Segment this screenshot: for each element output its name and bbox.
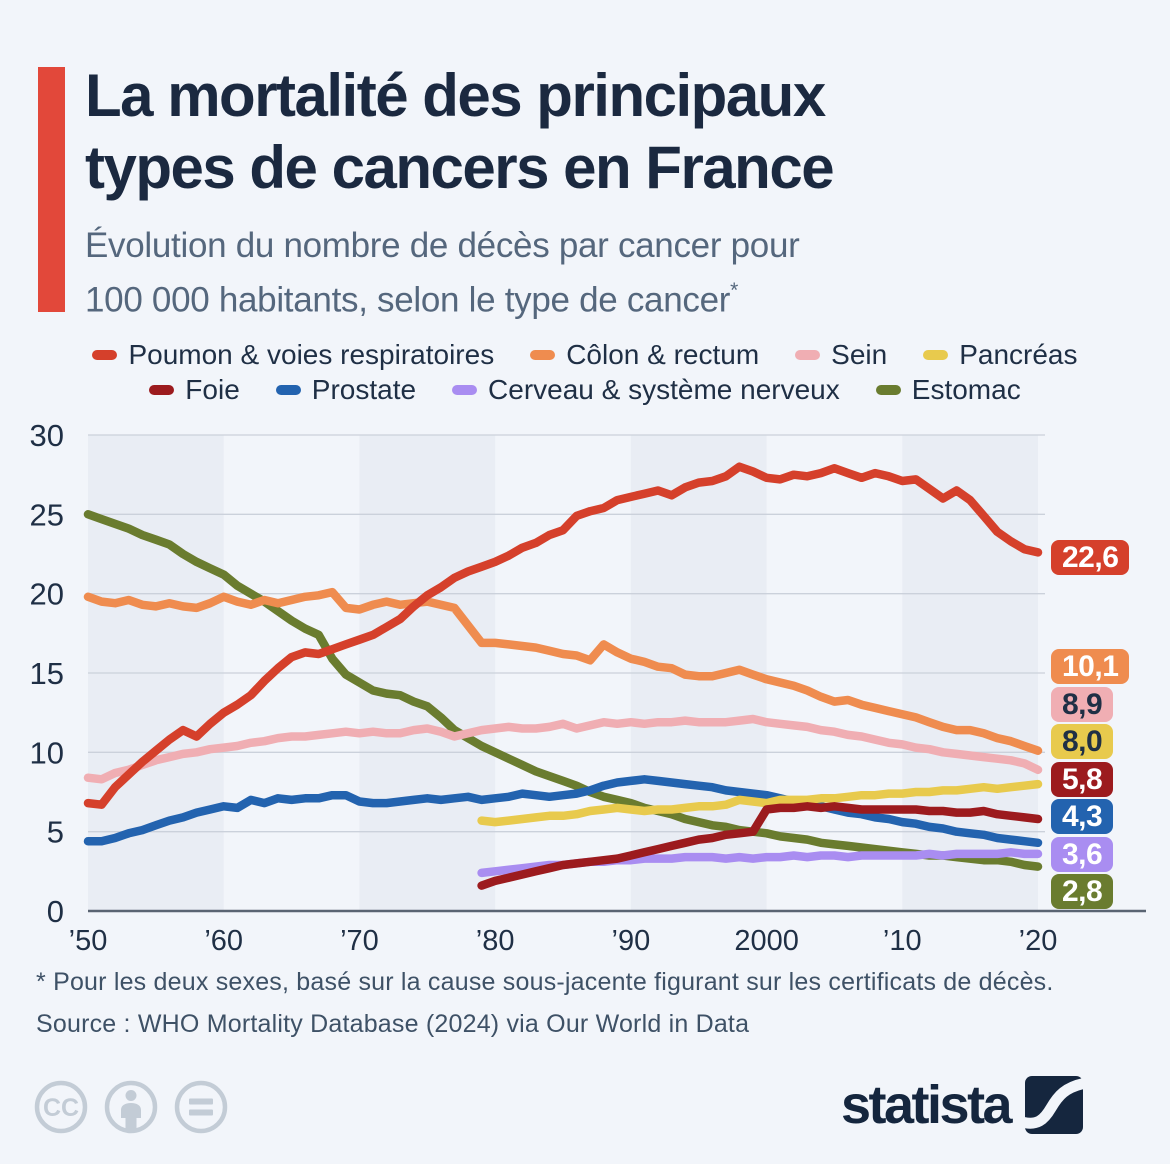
legend-item: Foie	[149, 373, 240, 406]
legend-label: Estomac	[911, 373, 1021, 405]
y-tick-label: 20	[30, 577, 64, 612]
legend-item: Poumon & voies respiratoires	[92, 339, 494, 371]
statista-brand[interactable]: statista	[841, 1075, 1084, 1135]
x-tick-label: 2000	[734, 925, 799, 957]
x-tick-label: ’70	[340, 925, 379, 957]
chart-subtitle: Évolution du nombre de décès par cancer …	[85, 222, 800, 324]
x-tick-label: ’90	[612, 925, 651, 957]
series-line	[83, 775, 1043, 848]
statista-logo-icon	[1025, 1076, 1084, 1134]
series-line	[83, 462, 1043, 809]
end-value-chip: 2,8	[1051, 874, 1114, 909]
end-value-chip: 5,8	[1051, 761, 1114, 797]
no-derivatives-icon[interactable]	[174, 1080, 228, 1134]
legend-label: Poumon & voies respiratoires	[128, 338, 495, 370]
series-line	[83, 714, 1043, 784]
end-value-chip: 4,3	[1051, 799, 1114, 834]
legend-row-1: Poumon & voies respiratoires Côlon & rect…	[0, 337, 1170, 372]
legend-swatch-icon	[149, 384, 175, 395]
end-value-chip: 10,1	[1051, 649, 1130, 684]
legend-swatch-icon	[875, 384, 901, 395]
legend-swatch-icon	[452, 384, 478, 395]
legend-label: Foie	[185, 373, 240, 405]
end-value-chip: 22,6	[1051, 540, 1130, 575]
y-tick-label: 10	[30, 735, 64, 770]
series-line	[83, 510, 1043, 871]
legend: Poumon & voies respiratoires Côlon & rect…	[0, 337, 1170, 407]
series-line	[83, 587, 1043, 755]
legend-swatch-icon	[530, 349, 556, 360]
legend-label: Prostate	[311, 373, 417, 405]
chart-subtitle-line1: Évolution du nombre de décès par cancer …	[85, 226, 800, 265]
legend-label: Côlon & rectum	[566, 338, 760, 370]
x-tick-label: ’20	[1019, 925, 1058, 957]
statista-wordmark: statista	[841, 1075, 1013, 1135]
y-tick-label: 0	[47, 894, 64, 929]
svg-text:CC: CC	[43, 1094, 79, 1122]
series-line	[477, 779, 1043, 827]
legend-item: Pancréas	[923, 338, 1078, 371]
legend-item: Cerveau & système nerveux	[452, 374, 840, 406]
legend-label: Cerveau & système nerveux	[488, 373, 840, 405]
line-chart: 0 5 10 15 20 25 30 ’50 ’60 ’70 ’80 ’90 2000 ’10 ’20	[30, 420, 1146, 957]
y-tick-label: 25	[30, 497, 64, 532]
y-tick-label: 15	[30, 656, 64, 691]
chart-subtitle-line2: 100 000 habitants, selon le type de canc…	[85, 279, 738, 320]
legend-row-2: Foie Prostate Cerveau & système nerveux Est…	[0, 372, 1170, 407]
series-line	[477, 802, 1043, 890]
end-value-chip: 8,9	[1051, 686, 1114, 722]
license-icons: CC	[34, 1080, 228, 1134]
x-tick-label: ’80	[476, 925, 515, 957]
footnote-marker: *	[730, 279, 738, 302]
legend-item: Prostate	[275, 373, 417, 406]
chart-area: 0 5 10 15 20 25 30 ’50 ’60 ’70 ’80 ’90 2000 ’10 ’20 22…	[0, 420, 1170, 966]
footnote: * Pour les deux sexes, basé sur la cause…	[36, 968, 1054, 996]
legend-label: Sein	[831, 338, 888, 370]
legend-item: Côlon & rectum	[530, 339, 759, 371]
x-tick-label: ’60	[204, 925, 243, 957]
legend-swatch-icon	[923, 349, 949, 360]
legend-item: Sein	[795, 339, 887, 371]
x-tick-label: ’10	[883, 925, 922, 957]
x-tick-label: ’50	[69, 925, 108, 957]
legend-swatch-icon	[92, 349, 118, 360]
creative-commons-icon[interactable]: CC	[34, 1080, 88, 1134]
y-tick-label: 5	[47, 815, 64, 850]
page-title: La mortalité des principaux types de can…	[85, 60, 835, 204]
end-value-chip: 3,6	[1051, 836, 1114, 872]
end-value-chip: 8,0	[1051, 724, 1114, 759]
legend-swatch-icon	[795, 349, 821, 360]
page-title-line1: La mortalité des principaux	[85, 62, 826, 129]
attribution-icon[interactable]	[104, 1080, 158, 1134]
legend-label: Pancréas	[959, 338, 1078, 370]
legend-item: Estomac	[875, 373, 1021, 406]
y-tick-label: 30	[30, 420, 64, 453]
accent-bar	[38, 67, 65, 312]
source-line: Source : WHO Mortality Database (2024) v…	[36, 1010, 750, 1038]
legend-swatch-icon	[275, 384, 301, 395]
page-title-line2: types de cancers en France	[85, 134, 835, 201]
